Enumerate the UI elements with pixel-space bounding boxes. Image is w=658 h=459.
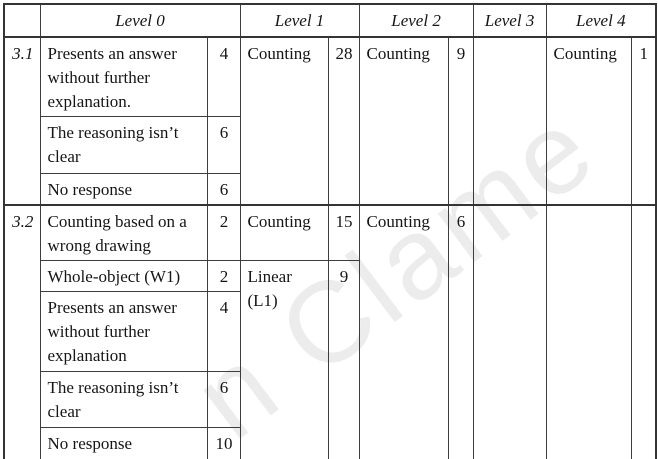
level1-label-cell: Linear (L1): [239, 260, 329, 459]
item-label-3-1: 3.1: [3, 36, 41, 206]
level1-count-cell: 15: [327, 204, 360, 261]
level4-label-cell: Counting: [545, 36, 632, 206]
header-level4: Level 4: [545, 3, 657, 38]
header-level3: Level 3: [472, 3, 547, 38]
table-row: 3.2 Counting based on a wrong drawing 2 …: [3, 204, 657, 459]
item-label-3-2: 3.2: [3, 204, 41, 459]
level0-count-cell: 6: [206, 116, 241, 174]
level0-desc-cell: No response: [39, 173, 208, 206]
table-row: No response 6: [4, 173, 656, 206]
level0-count-cell: 4: [206, 291, 241, 372]
level2-label-cell: Counting: [358, 36, 449, 206]
level0-count-cell: 6: [206, 371, 241, 428]
level4-count-cell: 1: [630, 36, 657, 206]
level1-count-cell: 9: [327, 260, 360, 459]
table-row: 3.1 Presents an answer without further e…: [3, 36, 657, 206]
level4-count-cell: [630, 204, 657, 459]
level3-empty-cell: [472, 36, 547, 206]
level0-desc-cell: Presents an answer without further expla…: [39, 36, 208, 117]
level0-desc-cell: Counting based on a wrong drawing: [39, 204, 208, 261]
table-row: Presents an answer without further expla…: [4, 291, 656, 372]
level1-count-cell: 28: [327, 36, 360, 206]
level0-count-cell: 4: [206, 36, 241, 117]
level0-desc-cell: Whole-object (W1): [39, 260, 208, 292]
level4-label-cell: [545, 204, 632, 459]
level0-count-cell: 2: [206, 260, 241, 292]
header-level1: Level 1: [239, 3, 360, 38]
level1-label-cell: Counting: [239, 36, 329, 206]
level0-count-cell: 2: [206, 204, 241, 261]
level0-count-cell: 6: [206, 173, 241, 206]
level2-count-cell: 6: [447, 204, 474, 459]
level3-empty-cell: [472, 204, 547, 459]
level0-desc-cell: Presents an answer without further expla…: [39, 291, 208, 372]
response-levels-table: Level 0 Level 1 Level 2 Level 3 Level 4 …: [3, 3, 658, 459]
table-row: No response 10: [4, 427, 656, 459]
level2-label-cell: Counting: [358, 204, 449, 459]
header-level2: Level 2: [358, 3, 474, 38]
level0-desc-cell: No response: [39, 427, 208, 459]
level1-label-cell: Counting: [239, 204, 329, 261]
level2-count-cell: 9: [447, 36, 474, 206]
page: n Clame Level 0 Level 1 Level 2 Level 3 …: [0, 3, 658, 459]
table-row: Whole-object (W1) 2 Linear (L1) 9: [4, 260, 656, 459]
table-row: The reasoning isn’t clear 6: [4, 116, 656, 174]
header-level0: Level 0: [39, 3, 241, 38]
table-header-row: Level 0 Level 1 Level 2 Level 3 Level 4: [3, 3, 657, 38]
level0-desc-cell: The reasoning isn’t clear: [39, 116, 208, 174]
level0-count-cell: 10: [206, 427, 241, 459]
level0-desc-cell: The reasoning isn’t clear: [39, 371, 208, 428]
header-corner-cell: [3, 3, 41, 38]
